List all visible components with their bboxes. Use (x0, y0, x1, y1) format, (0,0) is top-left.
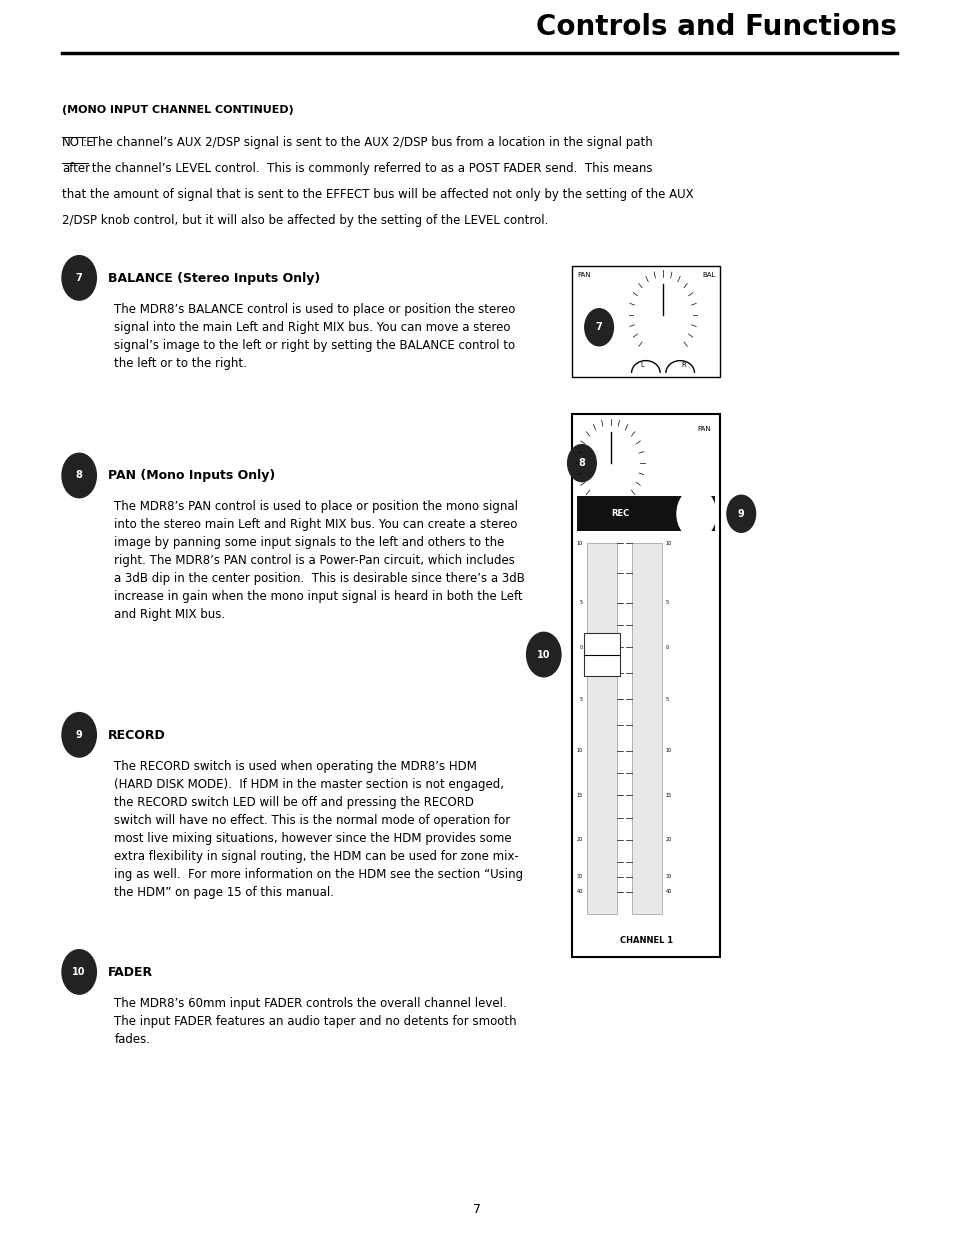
Text: 5: 5 (665, 600, 668, 605)
Text: The RECORD switch is used when operating the MDR8’s HDM
(HARD DISK MODE).  If HD: The RECORD switch is used when operating… (114, 760, 523, 899)
Text: 30: 30 (665, 874, 672, 879)
Text: 20: 20 (665, 837, 672, 842)
Text: 10: 10 (665, 748, 672, 753)
FancyBboxPatch shape (631, 543, 661, 914)
Text: 10: 10 (537, 650, 550, 659)
Text: R: R (681, 362, 685, 368)
Text: 40: 40 (576, 889, 582, 894)
Text: R: R (629, 508, 633, 514)
Text: 30: 30 (576, 874, 582, 879)
Circle shape (567, 445, 596, 482)
Text: PAN (Mono Inputs Only): PAN (Mono Inputs Only) (108, 469, 274, 483)
Text: 15: 15 (665, 793, 672, 798)
Text: 7: 7 (75, 273, 83, 283)
Text: after: after (62, 162, 90, 175)
Text: REC: REC (610, 509, 629, 519)
Text: 10: 10 (72, 967, 86, 977)
Text: (MONO INPUT CHANNEL CONTINUED): (MONO INPUT CHANNEL CONTINUED) (62, 105, 294, 115)
Text: 8: 8 (578, 458, 585, 468)
Text: The MDR8’s BALANCE control is used to place or position the stereo
signal into t: The MDR8’s BALANCE control is used to pl… (114, 303, 516, 369)
Text: CHANNEL 1: CHANNEL 1 (619, 936, 672, 945)
Text: PAN: PAN (697, 426, 710, 432)
Text: BAL: BAL (701, 272, 715, 278)
Text: 10: 10 (665, 541, 672, 546)
Text: the channel’s LEVEL control.  This is commonly referred to as a POST FADER send.: the channel’s LEVEL control. This is com… (89, 162, 652, 175)
Text: 9: 9 (737, 509, 744, 519)
Text: 10: 10 (576, 748, 582, 753)
Text: L: L (639, 362, 643, 368)
Circle shape (62, 256, 96, 300)
Text: 15: 15 (576, 793, 582, 798)
FancyBboxPatch shape (577, 496, 715, 531)
Text: 20: 20 (576, 837, 582, 842)
Text: The MDR8’s 60mm input FADER controls the overall channel level.
The input FADER : The MDR8’s 60mm input FADER controls the… (114, 997, 517, 1046)
Text: 9: 9 (75, 730, 83, 740)
Text: 5: 5 (579, 600, 582, 605)
Text: Controls and Functions: Controls and Functions (536, 12, 896, 41)
Text: 8: 8 (75, 471, 83, 480)
FancyBboxPatch shape (572, 266, 720, 377)
Text: NOTE: NOTE (62, 136, 94, 149)
FancyBboxPatch shape (583, 632, 619, 677)
Text: RECORD: RECORD (108, 729, 166, 742)
Text: 0: 0 (579, 645, 582, 650)
Text: PAN: PAN (577, 272, 590, 278)
Circle shape (677, 489, 715, 538)
Circle shape (526, 632, 560, 677)
Text: BALANCE (Stereo Inputs Only): BALANCE (Stereo Inputs Only) (108, 272, 319, 285)
Circle shape (62, 950, 96, 994)
Text: FADER: FADER (108, 966, 152, 979)
Text: 10: 10 (576, 541, 582, 546)
Text: 7: 7 (595, 322, 602, 332)
Text: 2/DSP knob control, but it will also be affected by the setting of the LEVEL con: 2/DSP knob control, but it will also be … (62, 214, 548, 227)
FancyBboxPatch shape (586, 543, 617, 914)
Circle shape (584, 309, 613, 346)
Circle shape (726, 495, 755, 532)
Text: The MDR8’s PAN control is used to place or position the mono signal
into the ste: The MDR8’s PAN control is used to place … (114, 500, 525, 621)
Text: 0: 0 (665, 645, 668, 650)
Circle shape (62, 713, 96, 757)
Circle shape (62, 453, 96, 498)
Text: 5: 5 (665, 697, 668, 701)
Text: : The channel’s AUX 2/DSP signal is sent to the AUX 2/DSP bus from a location in: : The channel’s AUX 2/DSP signal is sent… (83, 136, 652, 149)
Circle shape (583, 429, 637, 498)
FancyBboxPatch shape (572, 414, 720, 957)
Text: 7: 7 (473, 1203, 480, 1216)
Text: 40: 40 (665, 889, 672, 894)
Circle shape (636, 280, 689, 350)
Text: L: L (587, 508, 591, 514)
Text: 5: 5 (579, 697, 582, 701)
Text: that the amount of signal that is sent to the EFFECT bus will be affected not on: that the amount of signal that is sent t… (62, 188, 693, 201)
